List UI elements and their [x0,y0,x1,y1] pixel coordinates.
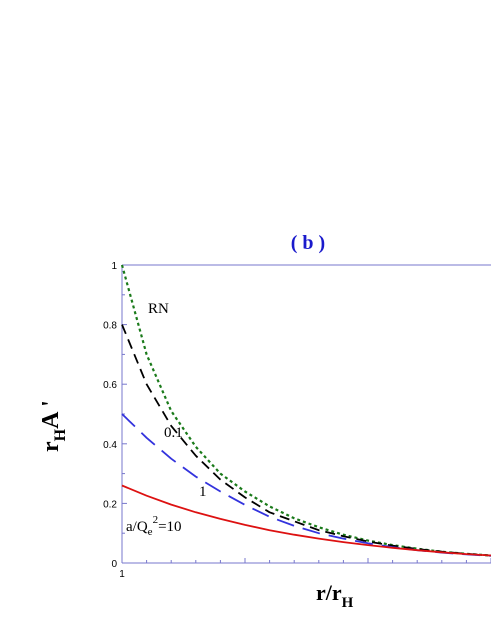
label-a-over-qe2-sub: e [148,526,153,538]
y-axis-label: rHA ' [38,400,69,452]
x-axis-label-sub: H [342,595,354,611]
label-0-1: 0.1 [164,425,183,441]
y-axis-label-main: r [38,441,64,452]
y-tick-label: 0.4 [103,440,117,451]
label-a-over-qe2: a/Qe2=10 [126,514,182,538]
x-axis-label: r/rH [316,580,354,611]
chart-title: ( b ) [291,232,325,254]
label-rn: RN [148,301,169,317]
label-1: 1 [199,484,207,500]
y-axis-label-rest: A ' [38,400,64,429]
y-ticks: 0 0.2 0.4 0.6 0.8 1 [103,261,127,570]
y-tick-label: 1 [111,261,117,272]
series-line-1 [121,413,491,557]
y-tick-label: 0 [111,559,117,570]
y-tick-label: 0.6 [103,380,117,391]
y-tick-label: 0.8 [103,321,117,332]
y-axis-label-sub: H [52,428,69,441]
y-tick-label: 0.2 [103,499,117,510]
x-axis-label-main: r/r [316,580,342,605]
series-lines [120,264,491,557]
label-a-over-qe2-main: a/Q [126,519,148,535]
series-line-rn [120,264,491,557]
annotations: RN 0.1 1 a/Qe2=10 [126,301,207,538]
label-a-over-qe2-rest: =10 [158,519,181,535]
x-ticks: 1 [119,558,491,580]
series-line-a-q-e-2-10 [121,484,491,557]
label-a-over-qe2-sup: 2 [153,514,159,526]
x-tick-label: 1 [119,569,125,580]
